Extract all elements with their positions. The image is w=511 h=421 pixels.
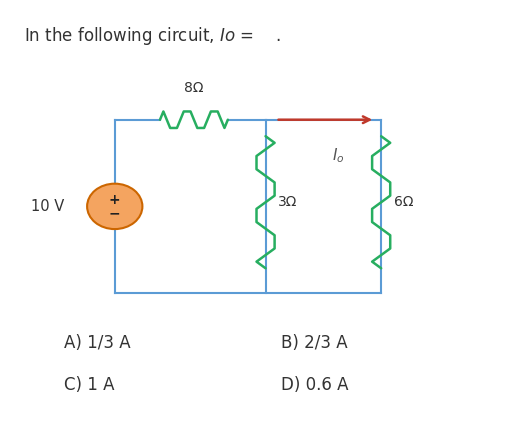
Text: 3Ω: 3Ω — [278, 195, 297, 209]
Text: In the following circuit, $\mathit{Io}$ =     .: In the following circuit, $\mathit{Io}$ … — [25, 25, 281, 47]
Text: 10 V: 10 V — [31, 199, 64, 214]
Text: $I_o$: $I_o$ — [332, 147, 345, 165]
Text: B) 2/3 A: B) 2/3 A — [281, 334, 347, 352]
Text: A) 1/3 A: A) 1/3 A — [64, 334, 131, 352]
Text: −: − — [109, 206, 121, 220]
Text: 6Ω: 6Ω — [394, 195, 413, 209]
Text: D) 0.6 A: D) 0.6 A — [281, 376, 348, 394]
Text: +: + — [109, 193, 121, 207]
Circle shape — [87, 184, 143, 229]
Text: C) 1 A: C) 1 A — [64, 376, 115, 394]
Text: 8Ω: 8Ω — [184, 81, 204, 95]
